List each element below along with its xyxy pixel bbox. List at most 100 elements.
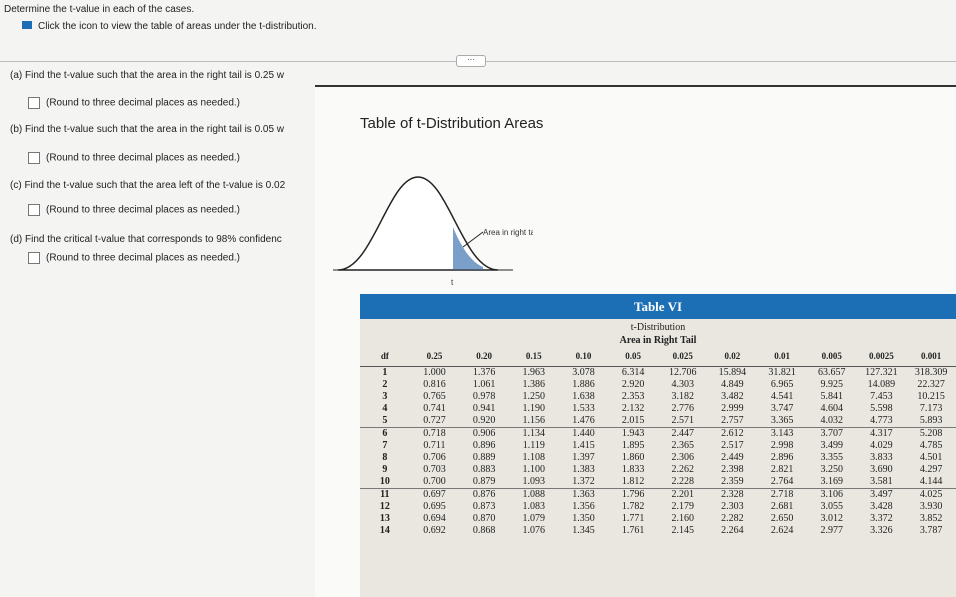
hint[interactable]: Click the icon to view the table of area… bbox=[22, 21, 316, 32]
value-cell: 1.383 bbox=[572, 464, 595, 475]
answer-box[interactable] bbox=[28, 252, 40, 264]
table-grid: df 0.25 0.20 0.15 0.10 0.05 0.025 0.02 0.01 0.005… bbox=[360, 346, 956, 537]
value-cell: 1.190 bbox=[522, 403, 546, 414]
value-cell: 0.694 bbox=[423, 513, 446, 524]
value-cell: 2.517 bbox=[721, 440, 744, 451]
answer-box[interactable] bbox=[28, 97, 40, 109]
instruction: Determine the t-value in each of the cas… bbox=[4, 4, 195, 15]
value-cell: 31.821 bbox=[768, 367, 796, 378]
value-cell: 3.690 bbox=[870, 464, 893, 475]
value-cell: 3.428 bbox=[870, 501, 893, 512]
value-cell: 1.156 bbox=[508, 415, 559, 428]
value-cell: 0.700 bbox=[409, 476, 460, 489]
column-header: 0.25 bbox=[409, 346, 460, 367]
table-row: 4 0.741 0.941 1.190 1.533 2.132 2.776 2.999 3.74… bbox=[360, 403, 956, 415]
value-cell: 2.920 bbox=[621, 379, 645, 390]
value-cell: 1.076 bbox=[522, 525, 546, 536]
value-cell: 1.108 bbox=[522, 452, 546, 463]
value-cell: 1.860 bbox=[621, 452, 645, 463]
value-cell: 2.612 bbox=[721, 428, 744, 439]
column-header: 0.001 bbox=[906, 346, 956, 367]
table-row: 7 0.711 0.896 1.119 1.415 1.895 2.365 2.517 2.99… bbox=[360, 440, 956, 452]
value-cell: 2.764 bbox=[757, 476, 807, 489]
value-cell: 7.453 bbox=[870, 391, 893, 402]
value-cell: 5.893 bbox=[906, 415, 956, 428]
value-cell: 4.144 bbox=[906, 476, 956, 489]
value-cell: 2.179 bbox=[671, 501, 695, 512]
value-cell: 1.356 bbox=[572, 501, 595, 512]
value-cell: 2.757 bbox=[707, 415, 758, 428]
value-cell: 1.963 bbox=[522, 367, 546, 378]
value-cell: 1.088 bbox=[522, 489, 546, 500]
value-cell: 0.765 bbox=[423, 391, 446, 402]
t-table: Table VI t-Distribution Area in Right Ta… bbox=[360, 294, 956, 597]
value-cell: 2.398 bbox=[721, 464, 744, 475]
table-row: 2 0.816 1.061 1.386 1.886 2.920 4.303 4.849 6.96… bbox=[360, 379, 956, 391]
answer-box[interactable] bbox=[28, 204, 40, 216]
value-cell: 4.303 bbox=[671, 379, 695, 390]
value-cell: 1.533 bbox=[572, 403, 595, 414]
value-cell: 0.879 bbox=[459, 476, 509, 489]
df-cell: 5 bbox=[360, 415, 410, 428]
value-cell: 1.397 bbox=[572, 452, 595, 463]
table-row: 3 0.765 0.978 1.250 1.638 2.353 3.182 3.482 4.54… bbox=[360, 391, 956, 403]
value-cell: 3.833 bbox=[870, 452, 893, 463]
expand-button[interactable]: ··· bbox=[456, 55, 486, 67]
df-cell: 8 bbox=[382, 452, 388, 463]
df-cell: 2 bbox=[382, 379, 388, 390]
value-cell: 2.718 bbox=[770, 489, 794, 500]
value-cell: 2.449 bbox=[721, 452, 744, 463]
value-cell: 0.906 bbox=[472, 428, 496, 439]
value-cell: 3.930 bbox=[919, 501, 943, 512]
value-cell: 0.711 bbox=[423, 440, 446, 451]
value-cell: 3.365 bbox=[757, 415, 807, 428]
table-row: 11 0.697 0.876 1.088 1.363 1.796 2.201 2.328 2.7… bbox=[360, 489, 956, 502]
value-cell: 4.604 bbox=[820, 403, 843, 414]
table-row: 14 0.692 0.868 1.076 1.345 1.761 2.145 2.264 2.6… bbox=[360, 525, 956, 537]
value-cell: 0.870 bbox=[472, 513, 496, 524]
column-header: 0.10 bbox=[558, 346, 609, 367]
value-cell: 10.215 bbox=[917, 391, 945, 402]
value-cell: 4.029 bbox=[870, 440, 893, 451]
value-cell: 5.208 bbox=[919, 428, 943, 439]
value-cell: 0.816 bbox=[423, 379, 446, 390]
value-cell: 3.106 bbox=[820, 489, 843, 500]
value-cell: 14.089 bbox=[867, 379, 896, 390]
table-icon[interactable] bbox=[22, 21, 32, 29]
value-cell: 1.250 bbox=[522, 391, 546, 402]
value-cell: 1.000 bbox=[423, 367, 446, 378]
df-cell: 12 bbox=[379, 501, 390, 512]
value-cell: 2.624 bbox=[770, 525, 794, 536]
table-title: Table VI bbox=[360, 294, 956, 319]
value-cell: 1.771 bbox=[621, 513, 645, 524]
value-cell: 2.999 bbox=[721, 403, 744, 414]
value-cell: 2.353 bbox=[621, 391, 645, 402]
value-cell: 1.372 bbox=[558, 476, 609, 489]
value-cell: 1.886 bbox=[572, 379, 595, 390]
value-cell: 2.264 bbox=[721, 525, 744, 536]
value-cell: 0.695 bbox=[423, 501, 446, 512]
value-cell: 3.169 bbox=[806, 476, 857, 489]
value-cell: 1.638 bbox=[572, 391, 595, 402]
popup: Table of t-Distribution Areas Area in ri… bbox=[315, 85, 956, 597]
value-cell: 2.262 bbox=[671, 464, 695, 475]
df-cell: 4 bbox=[382, 403, 388, 414]
distribution-figure: Area in right tail t bbox=[333, 176, 533, 287]
value-cell: 2.282 bbox=[721, 513, 744, 524]
answer-box[interactable] bbox=[28, 152, 40, 164]
value-cell: 4.025 bbox=[919, 489, 943, 500]
value-cell: 0.873 bbox=[472, 501, 496, 512]
value-cell: 2.977 bbox=[820, 525, 843, 536]
answer-row: (Round to three decimal places as needed… bbox=[28, 97, 315, 109]
value-cell: 3.499 bbox=[820, 440, 843, 451]
value-cell: 3.012 bbox=[820, 513, 843, 524]
value-cell: 5.841 bbox=[820, 391, 843, 402]
question-prompt: (d) Find the critical t-value that corre… bbox=[10, 234, 282, 245]
table-subtitle: t-Distribution bbox=[630, 322, 686, 333]
value-cell: 3.355 bbox=[820, 452, 843, 463]
value-cell: 1.363 bbox=[572, 489, 595, 500]
value-cell: 127.321 bbox=[865, 367, 898, 378]
value-cell: 2.896 bbox=[770, 452, 794, 463]
value-cell: 1.796 bbox=[621, 489, 645, 500]
